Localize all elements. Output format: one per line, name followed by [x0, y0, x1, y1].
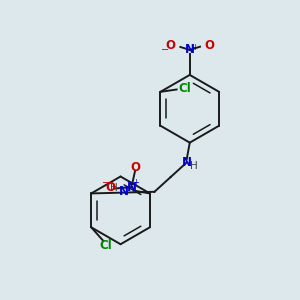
Text: +: +	[191, 43, 198, 52]
Text: N: N	[119, 184, 129, 198]
Text: O: O	[205, 39, 215, 52]
Text: N: N	[182, 156, 192, 169]
Text: H: H	[190, 161, 198, 171]
Text: −: −	[161, 45, 170, 55]
Text: Cl: Cl	[100, 239, 112, 252]
Text: Cl: Cl	[178, 82, 191, 95]
Text: O: O	[166, 39, 176, 52]
Text: N: N	[185, 44, 195, 56]
Text: N: N	[127, 181, 137, 194]
Text: H: H	[110, 183, 118, 193]
Text: −: −	[102, 178, 110, 188]
Text: O: O	[130, 160, 140, 173]
Text: O: O	[105, 182, 115, 194]
Text: +: +	[133, 178, 140, 188]
